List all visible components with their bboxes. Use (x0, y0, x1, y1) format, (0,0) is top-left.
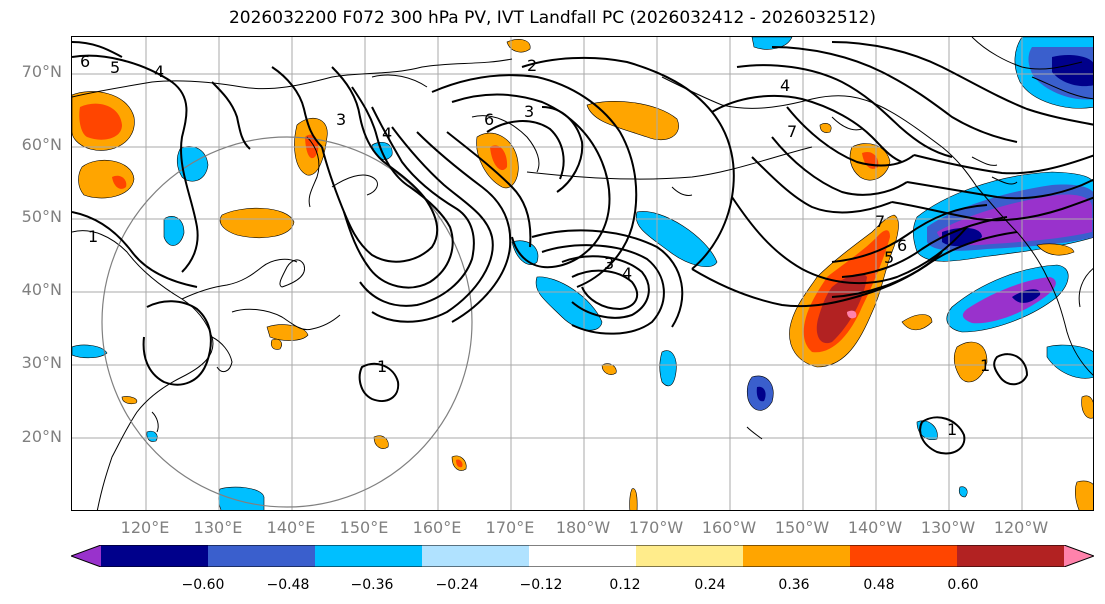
lon-label-170w: 170°W (628, 518, 684, 537)
colorbar-tick: 0.60 (947, 577, 979, 593)
colorbar-segment (315, 545, 423, 567)
colorbar-tick: −0.60 (181, 577, 225, 593)
colorbar-segment (636, 545, 744, 567)
colorbar-tick: −0.48 (266, 577, 310, 593)
contour-label: 5 (884, 248, 894, 267)
map-canvas: 6 5 4 1 3 2 3 6 4 3 4 4 7 7 6 5 1 1 1 (72, 37, 1093, 510)
contour-label: 7 (875, 212, 885, 231)
colorbar (71, 545, 1094, 567)
lon-label-150e: 150°E (339, 518, 389, 537)
pv-contours (72, 41, 1093, 455)
colorbar-tick: −0.12 (519, 577, 563, 593)
colorbar-segment (957, 545, 1065, 567)
contour-label: 4 (622, 264, 632, 283)
contour-label: 1 (88, 227, 98, 246)
lat-label-40n: 40°N (21, 280, 62, 299)
lon-label-130w: 130°W (920, 518, 976, 537)
map-panel: 6 5 4 1 3 2 3 6 4 3 4 4 7 7 6 5 1 1 1 (71, 36, 1094, 511)
lat-label-60n: 60°N (21, 135, 62, 154)
landfall-circle (101, 136, 473, 508)
contour-label: 1 (980, 356, 990, 375)
lat-label-50n: 50°N (21, 207, 62, 226)
lat-label-30n: 30°N (21, 353, 62, 372)
colorbar-segment (422, 545, 530, 567)
colorbar-tick: 0.24 (694, 577, 726, 593)
contour-label: 1 (377, 357, 387, 376)
colorbar-segment (743, 545, 851, 567)
colorbar-segment (850, 545, 958, 567)
colorbar-tick: 0.12 (609, 577, 641, 593)
lon-label-140w: 140°W (847, 518, 903, 537)
lat-label-20n: 20°N (21, 427, 62, 446)
lon-label-160e: 160°E (412, 518, 462, 537)
contour-label: 4 (154, 62, 164, 81)
contour-label: 5 (110, 58, 120, 77)
colorbar-segment (208, 545, 316, 567)
contour-label: 4 (382, 124, 392, 143)
contour-label: 6 (484, 110, 494, 129)
colorbar-tick: −0.24 (435, 577, 479, 593)
contour-label: 3 (336, 110, 346, 129)
colorbar-segment (101, 545, 209, 567)
gridlines (72, 37, 1093, 510)
lon-label-120e: 120°E (120, 518, 170, 537)
contour-label: 1 (947, 420, 957, 439)
lat-label-70n: 70°N (21, 62, 62, 81)
contour-label: 6 (897, 236, 907, 255)
colorbar-extend-high (1064, 545, 1094, 567)
lon-label-180w: 180°W (555, 518, 611, 537)
lon-label-150w: 150°W (774, 518, 830, 537)
contour-label: 7 (787, 122, 797, 141)
contour-label: 6 (80, 52, 90, 71)
contour-label: 3 (604, 254, 614, 273)
contour-label: 4 (780, 76, 790, 95)
contour-label: 3 (524, 102, 534, 121)
lon-label-170e: 170°E (485, 518, 535, 537)
colorbar-tick: 0.48 (863, 577, 895, 593)
contour-label: 2 (527, 56, 537, 75)
colorbar-extend-low (71, 545, 101, 567)
colorbar-segment (529, 545, 637, 567)
lon-label-140e: 140°E (266, 518, 316, 537)
lon-label-120w: 120°W (993, 518, 1049, 537)
lon-label-160w: 160°W (701, 518, 757, 537)
colorbar-tick: −0.36 (350, 577, 394, 593)
map-title: 2026032200 F072 300 hPa PV, IVT Landfall… (228, 8, 876, 28)
contour-labels: 6 5 4 1 3 2 3 6 4 3 4 4 7 7 6 5 1 1 1 (80, 52, 990, 439)
colorbar-tick: 0.36 (778, 577, 810, 593)
lon-label-130e: 130°E (193, 518, 243, 537)
